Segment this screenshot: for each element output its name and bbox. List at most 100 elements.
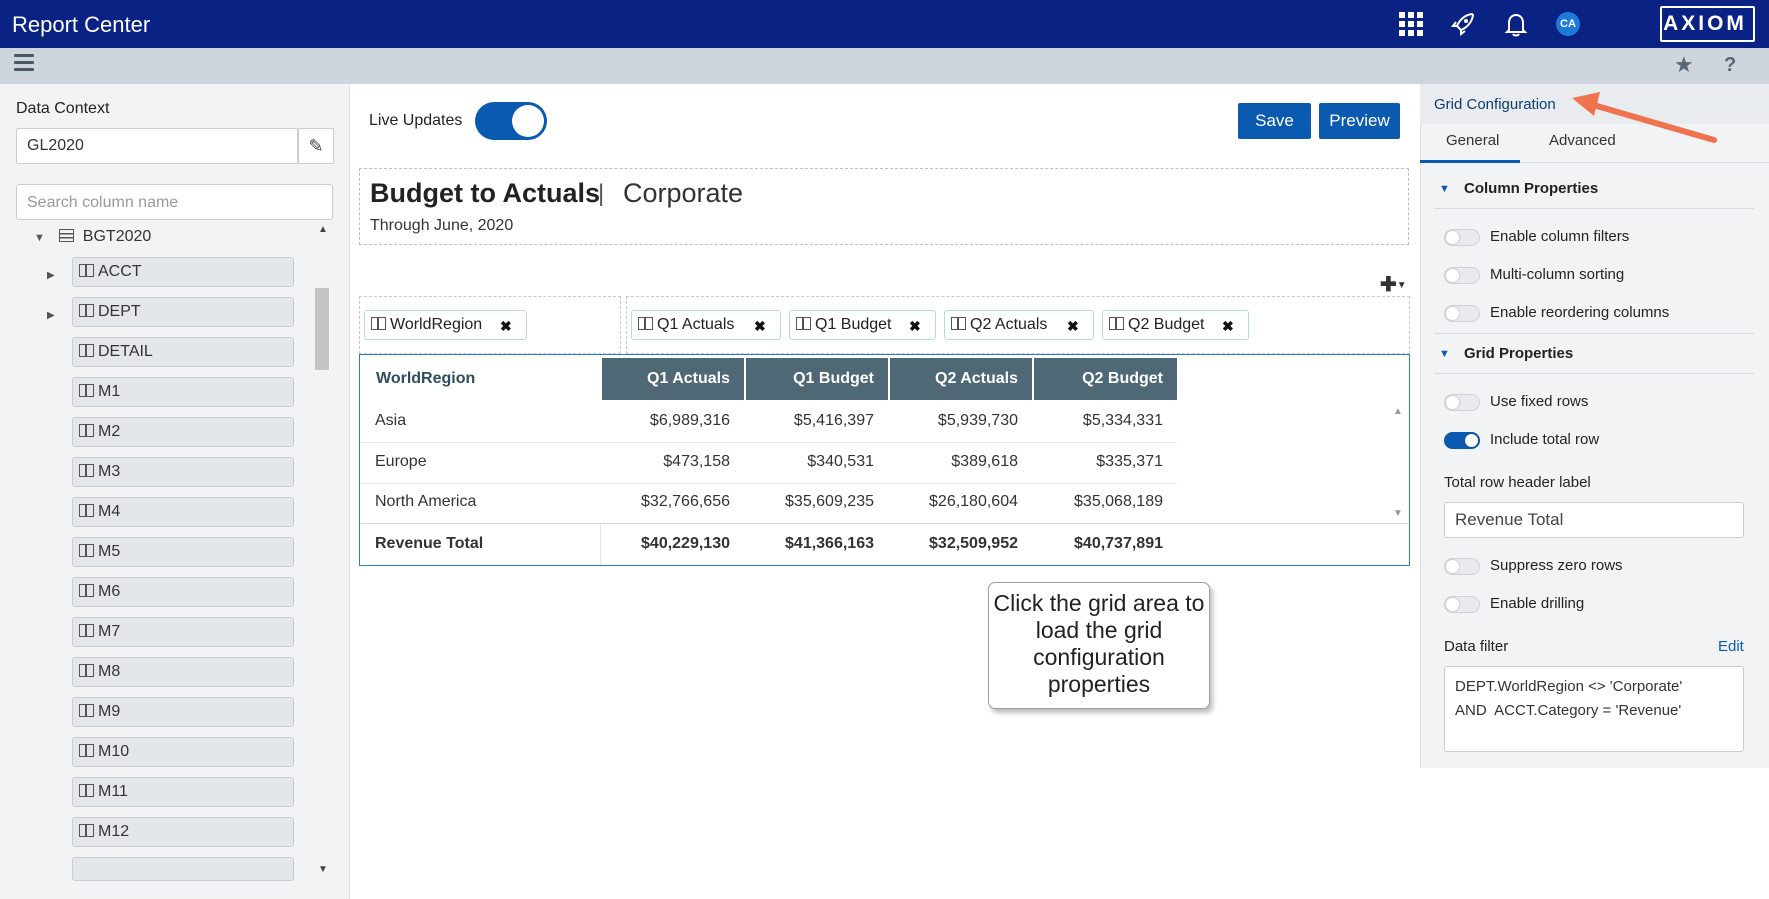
column-dimension-zone[interactable] — [626, 296, 1410, 354]
grid-cell[interactable]: Europe — [375, 453, 427, 470]
tree-item[interactable]: M10 — [72, 737, 294, 767]
tree-item-label: M4 — [98, 503, 121, 520]
grid-cell[interactable]: Asia — [375, 412, 407, 429]
column-properties-title[interactable]: Column Properties — [1464, 180, 1599, 197]
pill-label: Q1 Budget — [815, 316, 892, 333]
grid-header-q2-budget[interactable]: Q2 Budget — [1034, 358, 1177, 400]
brand-logo-frame — [1660, 6, 1755, 42]
grid-scroll-up-icon[interactable]: ▲ — [1393, 406, 1403, 417]
use-fixed-rows-switch[interactable] — [1444, 394, 1480, 411]
grid-cell[interactable]: $335,371 — [1096, 453, 1163, 470]
enable-column-filters-switch[interactable] — [1444, 229, 1480, 246]
caret-down-icon[interactable]: ▼ — [1439, 183, 1450, 195]
tree-root-bgt2020[interactable]: ▼ BGT2020 — [34, 228, 151, 246]
remove-x-icon[interactable]: ✖ — [500, 318, 512, 334]
expand-arrow-icon[interactable]: ▶ — [47, 310, 55, 321]
grid-cell[interactable]: $5,939,730 — [937, 412, 1018, 429]
grid-header-q1-budget[interactable]: Q1 Budget — [746, 358, 888, 400]
tree-item[interactable]: M12 — [72, 817, 294, 847]
tab-advanced[interactable]: Advanced — [1549, 132, 1616, 149]
tree-item[interactable]: M7 — [72, 617, 294, 647]
total-row-header-input[interactable]: Revenue Total — [1444, 502, 1744, 538]
total-cell[interactable]: $40,737,891 — [1074, 535, 1163, 552]
edit-pencil-icon[interactable]: ✎ — [298, 128, 334, 164]
data-context-input[interactable]: GL2020 — [16, 128, 298, 164]
column-pill-q2-budget[interactable]: Q2 Budget ✖ — [1102, 310, 1249, 340]
grid-cell[interactable]: North America — [375, 493, 477, 510]
remove-x-icon[interactable]: ✖ — [909, 318, 921, 334]
enable-drilling-switch[interactable] — [1444, 596, 1480, 613]
tree-item[interactable]: M1 — [72, 377, 294, 407]
user-avatar[interactable]: CA — [1556, 12, 1580, 36]
report-header-area[interactable] — [359, 168, 1409, 245]
grid-cell[interactable]: $473,158 — [663, 453, 730, 470]
data-filter-edit-link[interactable]: Edit — [1718, 638, 1744, 655]
total-row-label[interactable]: Revenue Total — [375, 535, 484, 552]
total-cell[interactable]: $40,229,130 — [641, 535, 730, 552]
remove-x-icon[interactable]: ✖ — [1222, 318, 1234, 334]
column-pill-q1-actuals[interactable]: Q1 Actuals ✖ — [631, 310, 781, 340]
remove-x-icon[interactable]: ✖ — [1067, 318, 1079, 334]
tree-item[interactable]: M8 — [72, 657, 294, 687]
section-divider — [1434, 208, 1754, 209]
grid-cell[interactable]: $6,989,316 — [649, 412, 730, 429]
data-filter-textarea[interactable]: DEPT.WorldRegion <> 'Corporate' AND ACCT… — [1444, 666, 1744, 752]
multi-column-sorting-switch[interactable] — [1444, 267, 1480, 284]
menu-icon[interactable] — [14, 54, 34, 72]
total-cell[interactable]: $32,509,952 — [929, 535, 1018, 552]
top-bar — [0, 0, 1769, 48]
suppress-zero-rows-switch[interactable] — [1444, 558, 1480, 575]
grid-properties-title[interactable]: Grid Properties — [1464, 345, 1574, 362]
help-icon[interactable]: ? — [1724, 54, 1737, 76]
live-updates-toggle[interactable] — [475, 102, 547, 140]
tree-item[interactable]: M3 — [72, 457, 294, 487]
search-column-input[interactable]: Search column name — [16, 184, 333, 220]
column-pill-q2-actuals[interactable]: Q2 Actuals ✖ — [944, 310, 1094, 340]
tree-item[interactable]: DEPT — [72, 297, 294, 327]
caret-down-icon[interactable]: ▼ — [1439, 348, 1450, 360]
grid-cell[interactable]: $35,609,235 — [785, 493, 874, 510]
rocket-icon[interactable] — [1450, 11, 1476, 43]
grid-header-worldregion[interactable]: WorldRegion — [376, 370, 476, 387]
grid-cell[interactable]: $340,531 — [807, 453, 874, 470]
bell-icon[interactable] — [1503, 11, 1529, 43]
grid-scroll-down-icon[interactable]: ▼ — [1393, 508, 1403, 519]
caret-down-icon[interactable]: ▼ — [34, 232, 45, 244]
grid-header-q1-actuals[interactable]: Q1 Actuals — [602, 358, 744, 400]
scroll-up-arrow-icon[interactable]: ▲ — [318, 224, 328, 235]
tree-item[interactable]: M2 — [72, 417, 294, 447]
grid-cell[interactable]: $389,618 — [951, 453, 1018, 470]
tree-item[interactable]: M4 — [72, 497, 294, 527]
preview-button[interactable]: Preview — [1319, 103, 1400, 139]
tree-item[interactable]: DETAIL — [72, 337, 294, 367]
row-pill-worldregion[interactable]: WorldRegion ✖ — [364, 310, 527, 340]
tree-item[interactable]: M6 — [72, 577, 294, 607]
enable-reordering-columns-switch[interactable] — [1444, 305, 1480, 322]
grid-cell[interactable]: $26,180,604 — [929, 493, 1018, 510]
tab-general[interactable]: General — [1446, 132, 1500, 149]
grid-cell[interactable]: $5,416,397 — [793, 412, 874, 429]
grid-header-q2-actuals[interactable]: Q2 Actuals — [890, 358, 1032, 400]
tree-item-partial[interactable] — [72, 857, 294, 881]
apps-grid-icon[interactable] — [1398, 11, 1424, 43]
tree-item[interactable]: ACCT — [72, 257, 294, 287]
expand-arrow-icon[interactable]: ▶ — [47, 270, 55, 281]
column-pill-q1-budget[interactable]: Q1 Budget ✖ — [789, 310, 936, 340]
tree-item[interactable]: M11 — [72, 777, 294, 807]
star-icon[interactable]: ★ — [1674, 52, 1694, 77]
column-icon — [638, 317, 653, 330]
tree-item[interactable]: M5 — [72, 537, 294, 567]
grid-cell[interactable]: $35,068,189 — [1074, 493, 1163, 510]
tree-item[interactable]: M9 — [72, 697, 294, 727]
total-cell[interactable]: $41,366,163 — [785, 535, 874, 552]
grid-cell[interactable]: $32,766,656 — [641, 493, 730, 510]
remove-x-icon[interactable]: ✖ — [754, 318, 766, 334]
grid-cell[interactable]: $5,334,331 — [1082, 412, 1163, 429]
tree-item-label: M3 — [98, 463, 121, 480]
scroll-down-arrow-icon[interactable]: ▼ — [318, 864, 328, 875]
left-scrollbar-thumb[interactable] — [315, 288, 329, 370]
include-total-row-switch[interactable] — [1444, 432, 1480, 449]
save-button[interactable]: Save — [1238, 103, 1311, 139]
row-dimension-zone[interactable] — [359, 296, 621, 354]
add-dropdown-icon[interactable]: ✚▼ — [1380, 274, 1407, 296]
